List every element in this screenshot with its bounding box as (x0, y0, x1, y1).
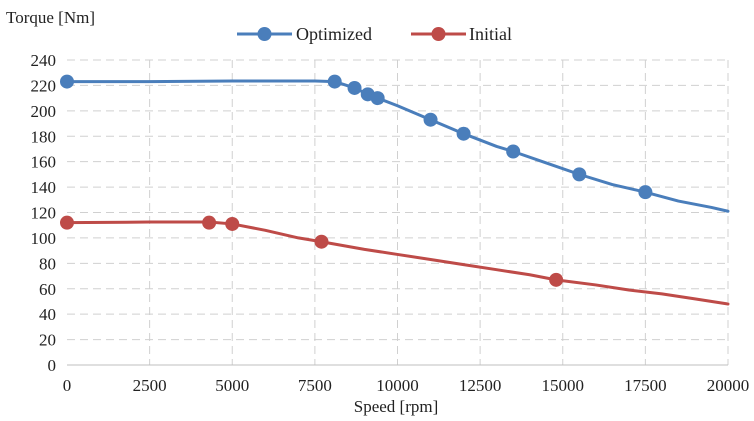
y-tick-label-40: 40 (39, 305, 56, 324)
data-point-initial-4 (549, 272, 564, 287)
y-tick-label-80: 80 (39, 254, 56, 273)
data-point-initial-3 (314, 234, 329, 249)
data-point-optimized-1 (327, 74, 342, 89)
series-layer (60, 74, 730, 306)
x-tick-label-0: 0 (63, 376, 72, 395)
legend-marker-initial (431, 27, 446, 41)
x-tick-label-7500: 7500 (298, 376, 332, 395)
legend-label-initial: Initial (469, 24, 512, 44)
axis-layer: 0 20 40 60 80 100 120 140 160 180 200 220 240 0 2500 50… (31, 51, 750, 395)
y-tick-label-0: 0 (48, 356, 57, 375)
y-tick-label-20: 20 (39, 331, 56, 350)
y-tick-label-120: 120 (31, 204, 57, 223)
y-tick-label-60: 60 (39, 280, 56, 299)
grid-layer (67, 59, 729, 365)
x-tick-label-17500: 17500 (624, 376, 667, 395)
legend-label-optimized: Optimized (296, 24, 372, 44)
data-point-initial-0 (60, 215, 74, 230)
data-point-optimized-5 (423, 112, 438, 127)
data-point-optimized-9 (638, 185, 653, 200)
y-tick-label-160: 160 (31, 153, 57, 172)
data-point-initial-1 (202, 215, 217, 230)
x-tick-label-5000: 5000 (215, 376, 249, 395)
legend: Optimized Initial (237, 24, 512, 44)
legend-marker-optimized (257, 27, 272, 41)
data-point-optimized-8 (572, 167, 587, 182)
y-tick-label-220: 220 (31, 76, 57, 95)
y-axis-title: Torque [Nm] (6, 8, 95, 27)
data-point-optimized-6 (456, 126, 471, 141)
y-tick-label-180: 180 (31, 127, 57, 146)
x-tick-label-12500: 12500 (459, 376, 502, 395)
x-tick-label-10000: 10000 (376, 376, 419, 395)
x-tick-label-15000: 15000 (542, 376, 585, 395)
data-point-optimized-4 (370, 91, 385, 106)
x-tick-label-2500: 2500 (133, 376, 167, 395)
y-tick-label-200: 200 (31, 102, 57, 121)
y-tick-label-240: 240 (31, 51, 57, 70)
data-point-initial-2 (225, 216, 240, 231)
x-tick-label-20000: 20000 (707, 376, 750, 395)
data-point-optimized-2 (347, 80, 362, 95)
x-axis-title: Speed [rpm] (354, 397, 439, 416)
data-point-optimized-0 (60, 74, 74, 89)
data-point-optimized-7 (506, 144, 521, 159)
y-tick-label-100: 100 (31, 229, 57, 248)
y-tick-label-140: 140 (31, 178, 57, 197)
